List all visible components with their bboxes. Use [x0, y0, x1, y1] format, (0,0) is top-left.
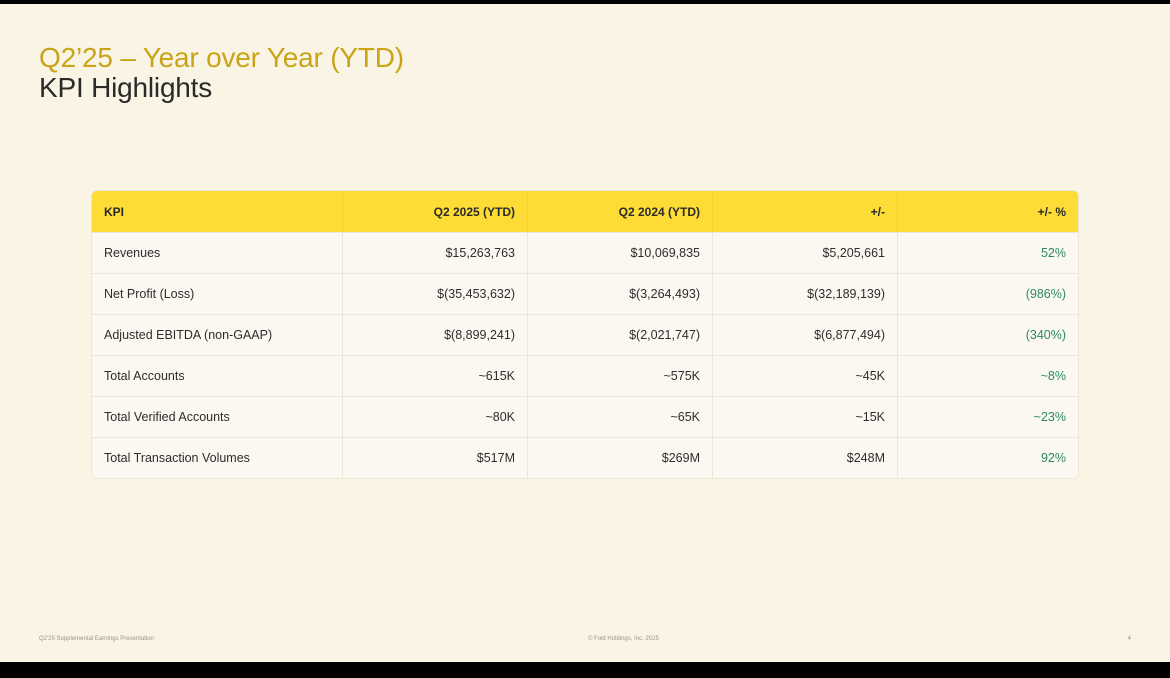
page-number: 4: [1127, 636, 1131, 642]
value-q2-2024: ~575K: [528, 355, 713, 396]
value-change-pct: ~23%: [898, 396, 1078, 437]
value-q2-2024: $10,069,835: [528, 232, 713, 273]
footer-copyright: © Fold Holdings, Inc. 2025: [588, 636, 659, 642]
kpi-label: Revenues: [92, 232, 343, 273]
kpi-label: Total Transaction Volumes: [92, 437, 343, 478]
header-q2-2025: Q2 2025 (YTD): [343, 191, 528, 232]
value-q2-2024: $(3,264,493): [528, 273, 713, 314]
value-change-pct: (986%): [898, 273, 1078, 314]
kpi-label: Net Profit (Loss): [92, 273, 343, 314]
value-q2-2025: $(35,453,632): [343, 273, 528, 314]
table-row: Total Verified Accounts ~80K ~65K ~15K ~…: [92, 396, 1078, 437]
value-change: $(32,189,139): [713, 273, 898, 314]
table-row: Revenues $15,263,763 $10,069,835 $5,205,…: [92, 232, 1078, 273]
slide-subtitle: KPI Highlights: [39, 72, 213, 103]
value-q2-2025: ~80K: [343, 396, 528, 437]
value-change: ~15K: [713, 396, 898, 437]
kpi-label: Adjusted EBITDA (non-GAAP): [92, 314, 343, 355]
value-change: $(6,877,494): [713, 314, 898, 355]
kpi-table: KPI Q2 2025 (YTD) Q2 2024 (YTD) +/- +/- …: [91, 190, 1079, 479]
value-q2-2025: ~615K: [343, 355, 528, 396]
table-row: Total Transaction Volumes $517M $269M $2…: [92, 437, 1078, 478]
header-q2-2024: Q2 2024 (YTD): [528, 191, 713, 232]
value-change: $5,205,661: [713, 232, 898, 273]
table-row: Total Accounts ~615K ~575K ~45K ~8%: [92, 355, 1078, 396]
header-change-pct: +/- %: [898, 191, 1078, 232]
header-kpi: KPI: [92, 191, 343, 232]
kpi-label: Total Accounts: [92, 355, 343, 396]
value-change: ~45K: [713, 355, 898, 396]
value-q2-2024: $(2,021,747): [528, 314, 713, 355]
value-q2-2025: $15,263,763: [343, 232, 528, 273]
value-q2-2025: $(8,899,241): [343, 314, 528, 355]
table-row: Net Profit (Loss) $(35,453,632) $(3,264,…: [92, 273, 1078, 314]
value-change-pct: 92%: [898, 437, 1078, 478]
value-change-pct: (340%): [898, 314, 1078, 355]
value-q2-2025: $517M: [343, 437, 528, 478]
slide-title: Q2’25 – Year over Year (YTD): [39, 42, 404, 73]
value-q2-2024: $269M: [528, 437, 713, 478]
kpi-label: Total Verified Accounts: [92, 396, 343, 437]
table-row: Adjusted EBITDA (non-GAAP) $(8,899,241) …: [92, 314, 1078, 355]
footer-presentation-name: Q2'25 Supplemental Earnings Presentation: [39, 636, 154, 642]
slide: Q2’25 – Year over Year (YTD) KPI Highlig…: [0, 4, 1170, 662]
value-change-pct: ~8%: [898, 355, 1078, 396]
table-header-row: KPI Q2 2025 (YTD) Q2 2024 (YTD) +/- +/- …: [92, 191, 1078, 232]
value-q2-2024: ~65K: [528, 396, 713, 437]
value-change-pct: 52%: [898, 232, 1078, 273]
header-change: +/-: [713, 191, 898, 232]
value-change: $248M: [713, 437, 898, 478]
